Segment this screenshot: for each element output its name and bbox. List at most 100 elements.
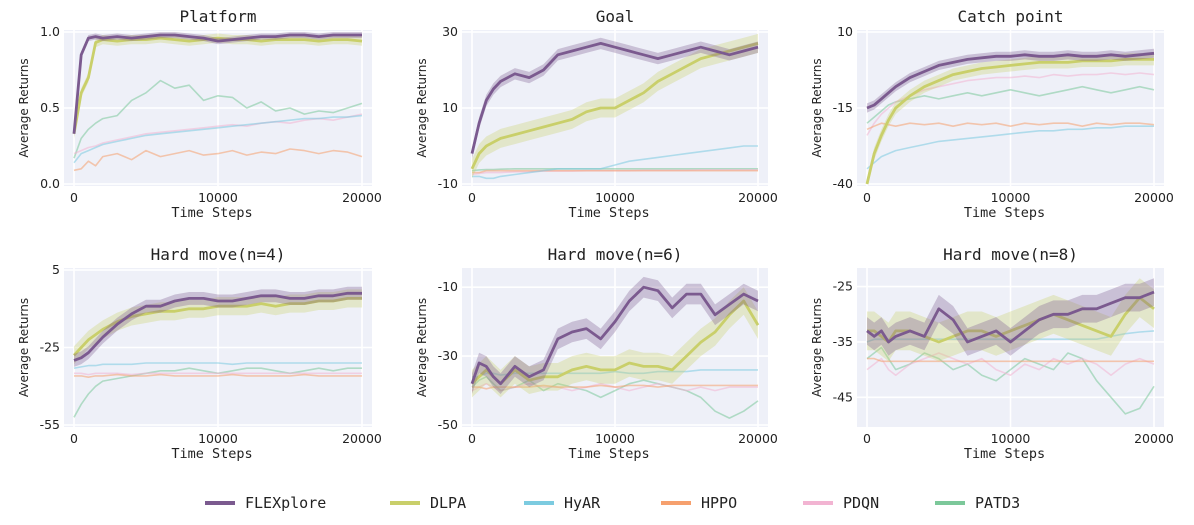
chart-panel-5: 0 10000 20000 -45 -35 -25 Hard move(n=8) Time S… (810, 245, 1174, 462)
series-line-hyar (472, 369, 758, 378)
x-tick-label: 10000 (198, 190, 238, 205)
series-line-flexplore (72, 33, 362, 134)
y-tick-label: -50 (438, 417, 458, 432)
legend-label-patd3: PATD3 (975, 494, 1020, 512)
chart-title: Hard move(n=8) (943, 245, 1078, 264)
x-tick-label: 0 (863, 190, 871, 205)
band-dlpa (74, 289, 362, 365)
y-tick-label: -10 (438, 176, 458, 191)
series-line-dlpa (72, 36, 363, 135)
series-line-dlpa (470, 42, 759, 170)
series-line-hppo (472, 169, 758, 174)
chart-title: Goal (596, 7, 635, 26)
x-axis-label: Time Steps (171, 446, 252, 462)
series-line-pdqn (866, 352, 1155, 376)
y-axis-label: Average Returns (415, 298, 429, 397)
chart-title: Hard move(n=4) (151, 245, 286, 264)
x-tick-label: 20000 (738, 431, 778, 446)
band-dlpa (472, 33, 758, 179)
y-tick-label: -30 (438, 348, 458, 363)
y-tick-label: -10 (438, 279, 458, 294)
y-axis-label: Average Returns (810, 58, 824, 157)
x-axis-label: Time Steps (964, 205, 1045, 221)
x-tick-label: 0 (468, 190, 476, 205)
series-line-patd3 (866, 346, 1155, 415)
series-line-dlpa (72, 297, 362, 357)
legend: FLEXplore DLPA HyAR HPPO PDQN PATD3 (205, 494, 1020, 512)
series-line-flexplore (866, 51, 1155, 110)
series-line-hyar (472, 145, 758, 180)
series-line-patd3 (73, 79, 363, 159)
series-line-hppo (73, 148, 363, 172)
series-line-pdqn (74, 372, 362, 376)
series-line-patd3 (471, 376, 759, 419)
series-line-patd3 (73, 367, 362, 418)
y-tick-label: -15 (833, 100, 853, 115)
y-tick-label: 10 (442, 100, 458, 115)
y-tick-label: -25 (40, 340, 60, 355)
series-line-hyar (73, 362, 362, 369)
y-tick-label: -55 (40, 417, 60, 432)
x-tick-label: 10000 (595, 431, 635, 446)
chart-panel-2: 0 10000 20000 -40 -15 10 Catch point Time Steps… (810, 7, 1174, 221)
series-line-hppo (866, 122, 1155, 131)
y-axis-label: Average Returns (810, 298, 824, 397)
y-tick-label: 0.0 (40, 176, 60, 191)
series-line-flexplore (470, 285, 759, 386)
y-tick-label: -45 (833, 389, 853, 404)
x-tick-label: 20000 (342, 431, 382, 446)
series-line-pdqn (471, 382, 758, 392)
series-line-hyar (73, 114, 363, 164)
y-tick-label: 0.5 (40, 100, 60, 115)
x-axis-label: Time Steps (171, 205, 252, 221)
y-axis-label: Average Returns (17, 298, 31, 397)
x-tick-label: 20000 (342, 190, 382, 205)
chart-title: Catch point (958, 7, 1064, 26)
y-axis-label: Average Returns (415, 58, 429, 157)
chart-panel-4: 0 10000 20000 -50 -30 -10 Hard move(n=6) Time S… (415, 245, 778, 462)
x-axis-label: Time Steps (568, 205, 649, 221)
series-line-flexplore (73, 291, 362, 362)
series-line-pdqn (73, 113, 363, 155)
x-axis-label: Time Steps (568, 446, 649, 462)
x-tick-label: 0 (863, 431, 871, 446)
legend-label-pdqn: PDQN (843, 494, 879, 512)
x-tick-label: 10000 (198, 431, 238, 446)
y-tick-label: 10 (837, 24, 853, 39)
legend-label-dlpa: DLPA (430, 494, 466, 512)
legend-label-flexplore: FLEXplore (245, 494, 326, 512)
x-tick-label: 20000 (1134, 190, 1174, 205)
legend-label-hyar: HyAR (564, 494, 601, 512)
series-line-dlpa (865, 58, 1154, 185)
band-flexplore (472, 276, 758, 394)
series-line-flexplore (470, 42, 759, 154)
y-tick-label: -35 (833, 334, 853, 349)
band-dlpa (74, 33, 362, 139)
y-tick-label: -40 (833, 176, 853, 191)
series-line-hppo (867, 357, 1154, 363)
chart-panel-0: 0 10000 20000 0.0 0.5 1.0 Platform Time Steps Av… (17, 7, 382, 221)
y-tick-label: 5 (52, 262, 60, 277)
series-line-flexplore (866, 290, 1155, 344)
series-line-dlpa (867, 296, 1155, 344)
band-dlpa (867, 53, 1154, 184)
x-tick-label: 10000 (595, 190, 635, 205)
chart-panel-1: 0 10000 20000 -10 10 30 Goal Time Steps Average … (415, 7, 778, 221)
x-tick-label: 20000 (738, 190, 778, 205)
band-flexplore (867, 278, 1154, 356)
x-tick-label: 20000 (1134, 431, 1174, 446)
y-tick-label: 1.0 (40, 24, 60, 39)
series-line-hyar (866, 125, 1154, 170)
x-tick-label: 10000 (991, 431, 1031, 446)
x-tick-label: 0 (468, 431, 476, 446)
legend-label-hppo: HPPO (701, 494, 737, 512)
chart-panel-3: 0 10000 20000 -55 -25 5 Hard move(n=4) Time Ste… (17, 245, 382, 462)
series-line-pdqn (866, 72, 1155, 136)
chart-title: Platform (179, 7, 256, 26)
y-tick-label: -25 (833, 279, 853, 294)
chart-title: Hard move(n=6) (548, 245, 683, 264)
series-line-hppo (472, 384, 758, 390)
series-line-hppo (74, 373, 362, 378)
y-tick-label: 30 (442, 24, 458, 39)
